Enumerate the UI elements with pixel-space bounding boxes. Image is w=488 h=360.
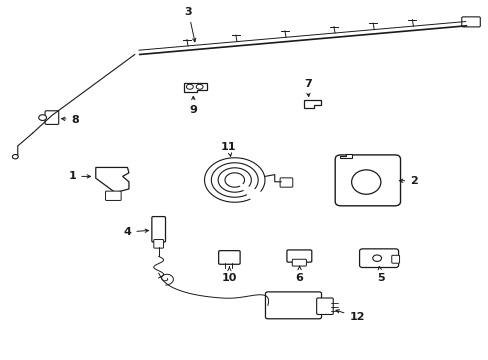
FancyBboxPatch shape — [316, 298, 332, 315]
Text: 10: 10 — [221, 267, 237, 283]
Text: 1: 1 — [68, 171, 90, 181]
FancyBboxPatch shape — [265, 292, 321, 319]
Text: 7: 7 — [304, 78, 311, 96]
Text: 2: 2 — [399, 176, 417, 186]
Text: 3: 3 — [184, 7, 195, 42]
Circle shape — [12, 154, 18, 159]
Text: 8: 8 — [61, 115, 79, 125]
FancyBboxPatch shape — [461, 17, 479, 27]
FancyBboxPatch shape — [334, 155, 400, 206]
Text: 5: 5 — [376, 266, 384, 283]
FancyBboxPatch shape — [218, 251, 240, 264]
Circle shape — [39, 115, 46, 121]
Polygon shape — [339, 154, 351, 158]
Polygon shape — [304, 100, 321, 108]
FancyBboxPatch shape — [105, 191, 121, 201]
Text: 9: 9 — [189, 96, 197, 115]
FancyBboxPatch shape — [292, 259, 306, 266]
Text: 6: 6 — [295, 266, 303, 283]
Ellipse shape — [351, 170, 380, 194]
FancyBboxPatch shape — [280, 178, 292, 187]
FancyBboxPatch shape — [152, 217, 165, 242]
FancyBboxPatch shape — [359, 249, 398, 267]
Text: 4: 4 — [123, 227, 148, 237]
FancyBboxPatch shape — [154, 239, 163, 248]
FancyBboxPatch shape — [45, 111, 59, 125]
Polygon shape — [96, 167, 129, 193]
Text: 11: 11 — [221, 142, 236, 156]
Polygon shape — [183, 83, 206, 92]
Text: 12: 12 — [335, 310, 364, 322]
FancyBboxPatch shape — [286, 250, 311, 262]
FancyBboxPatch shape — [391, 255, 399, 263]
